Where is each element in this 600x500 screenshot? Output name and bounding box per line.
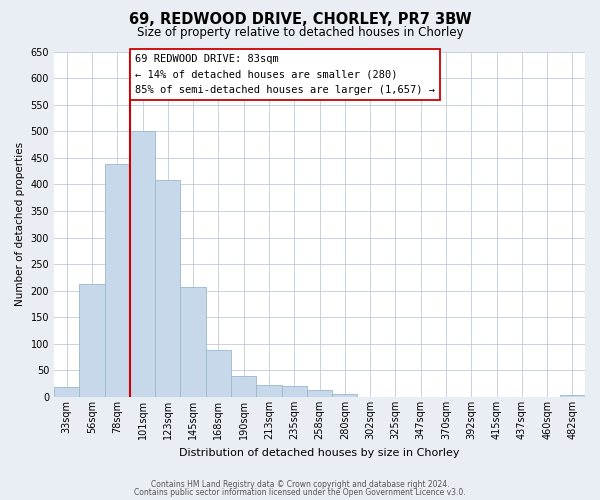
Bar — [104, 164, 130, 397]
X-axis label: Distribution of detached houses by size in Chorley: Distribution of detached houses by size … — [179, 448, 460, 458]
Bar — [155, 180, 181, 397]
Text: 69 REDWOOD DRIVE: 83sqm
← 14% of detached houses are smaller (280)
85% of semi-d: 69 REDWOOD DRIVE: 83sqm ← 14% of detache… — [135, 54, 435, 94]
Text: Contains public sector information licensed under the Open Government Licence v3: Contains public sector information licen… — [134, 488, 466, 497]
Bar — [54, 388, 79, 397]
Y-axis label: Number of detached properties: Number of detached properties — [15, 142, 25, 306]
Text: Contains HM Land Registry data © Crown copyright and database right 2024.: Contains HM Land Registry data © Crown c… — [151, 480, 449, 489]
Bar — [307, 390, 332, 397]
Bar — [181, 287, 206, 397]
Text: Size of property relative to detached houses in Chorley: Size of property relative to detached ho… — [137, 26, 463, 39]
Bar — [206, 350, 231, 397]
Bar — [560, 396, 585, 397]
Bar — [281, 386, 307, 397]
Text: 69, REDWOOD DRIVE, CHORLEY, PR7 3BW: 69, REDWOOD DRIVE, CHORLEY, PR7 3BW — [128, 12, 472, 28]
Bar — [231, 376, 256, 397]
Bar — [130, 131, 155, 397]
Bar — [256, 386, 281, 397]
Bar — [79, 284, 104, 397]
Bar — [332, 394, 358, 397]
